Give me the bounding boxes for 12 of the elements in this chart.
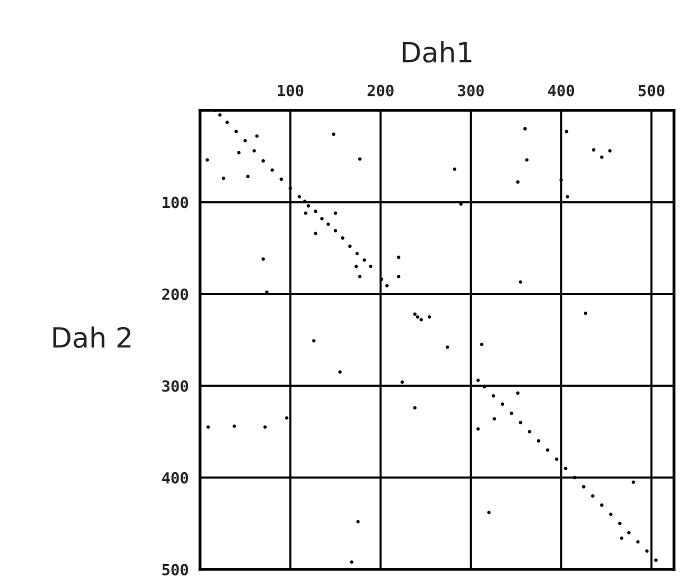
x-tick-label: 100 (278, 84, 304, 96)
y-tick-label: 200 (162, 288, 188, 300)
x-axis-title: Dah1 (402, 41, 472, 63)
x-tick-label: 400 (548, 84, 574, 96)
y-tick-label: 500 (162, 564, 188, 576)
y-tick-label: 100 (162, 196, 188, 208)
y-axis-title: Dah 2 (53, 326, 130, 348)
y-tick-label: 400 (162, 472, 188, 484)
y-tick-label: 300 (162, 380, 188, 392)
x-tick-label: 200 (368, 84, 394, 96)
x-tick-label: 500 (638, 84, 664, 96)
x-tick-label: 300 (458, 84, 484, 96)
